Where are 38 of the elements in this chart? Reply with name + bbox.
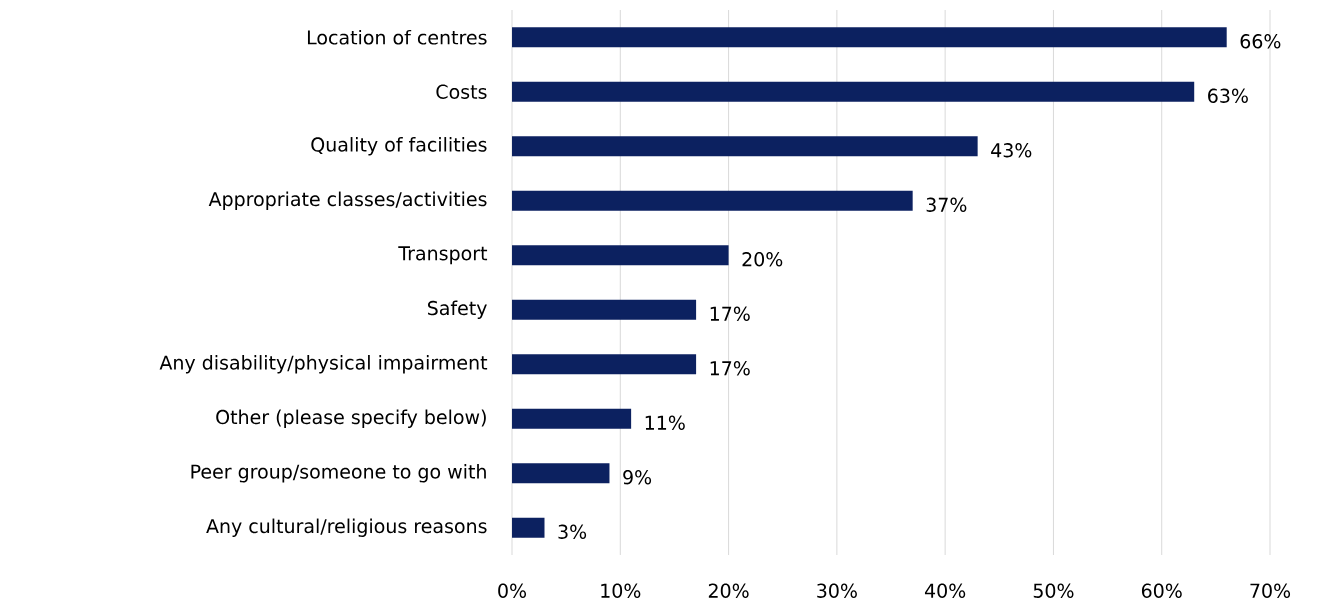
x-tick-label: 40% <box>924 583 966 598</box>
y-tick-label: Quality of facilities <box>311 137 487 156</box>
bar <box>512 245 729 266</box>
y-tick-label: Any cultural/religious reasons <box>206 518 487 537</box>
y-tick-label: Peer group/someone to go with <box>191 464 486 483</box>
data-label: 37% <box>926 197 967 212</box>
data-label: 11% <box>645 415 685 430</box>
y-tick-label: Transport <box>398 246 488 265</box>
y-tick-label: Other (please specify below) <box>216 409 486 428</box>
bar <box>512 81 1195 102</box>
data-label: 17% <box>710 361 750 376</box>
data-label: 9% <box>623 470 652 485</box>
data-label: 20% <box>742 252 783 267</box>
y-tick-label: Any disability/physical impairment <box>159 355 488 374</box>
data-label: 66% <box>1240 34 1281 49</box>
bar <box>512 299 697 320</box>
bar <box>512 517 545 538</box>
data-label: 17% <box>710 306 750 321</box>
bar <box>512 463 610 484</box>
x-tick-label: 10% <box>601 583 641 598</box>
x-tick-label: 70% <box>1250 583 1291 598</box>
y-tick-label: Location of centres <box>307 29 487 45</box>
x-tick-label: 0% <box>498 583 527 598</box>
x-tick-label: 60% <box>1141 583 1182 598</box>
y-tick-label: Appropriate classes/activities <box>208 191 487 210</box>
x-tick-label: 50% <box>1033 583 1074 598</box>
data-label: 43% <box>991 143 1032 158</box>
bar <box>512 408 632 429</box>
data-label: 63% <box>1208 88 1248 103</box>
x-tick-label: 30% <box>817 583 857 598</box>
bar <box>512 190 913 211</box>
data-label: 3% <box>558 524 587 539</box>
bar <box>512 27 1227 48</box>
x-tick-label: 20% <box>708 583 749 598</box>
y-tick-label: Costs <box>436 84 487 99</box>
bar <box>512 136 978 157</box>
y-tick-label: Safety <box>427 300 487 319</box>
bar <box>512 354 697 375</box>
